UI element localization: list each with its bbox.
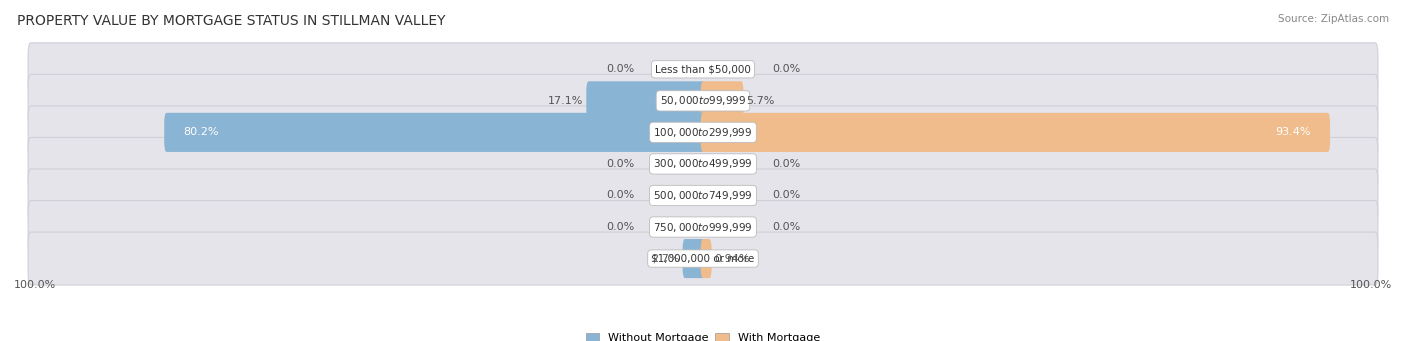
FancyBboxPatch shape — [682, 239, 706, 278]
Text: 0.94%: 0.94% — [714, 254, 751, 264]
Text: $1,000,000 or more: $1,000,000 or more — [651, 254, 755, 264]
Legend: Without Mortgage, With Mortgage: Without Mortgage, With Mortgage — [586, 333, 820, 341]
Text: $300,000 to $499,999: $300,000 to $499,999 — [654, 158, 752, 170]
FancyBboxPatch shape — [28, 43, 1378, 96]
FancyBboxPatch shape — [700, 113, 1330, 152]
Text: 93.4%: 93.4% — [1275, 128, 1310, 137]
Text: 0.0%: 0.0% — [772, 222, 800, 232]
Text: 0.0%: 0.0% — [772, 159, 800, 169]
Text: $100,000 to $299,999: $100,000 to $299,999 — [654, 126, 752, 139]
FancyBboxPatch shape — [700, 81, 744, 120]
Text: 17.1%: 17.1% — [548, 96, 583, 106]
Text: Less than $50,000: Less than $50,000 — [655, 64, 751, 74]
FancyBboxPatch shape — [28, 137, 1378, 190]
FancyBboxPatch shape — [586, 81, 706, 120]
Text: 0.0%: 0.0% — [606, 159, 634, 169]
FancyBboxPatch shape — [165, 113, 706, 152]
Text: Source: ZipAtlas.com: Source: ZipAtlas.com — [1278, 14, 1389, 24]
FancyBboxPatch shape — [28, 106, 1378, 159]
Text: 0.0%: 0.0% — [772, 64, 800, 74]
Text: 100.0%: 100.0% — [1350, 280, 1392, 291]
FancyBboxPatch shape — [700, 239, 711, 278]
FancyBboxPatch shape — [28, 169, 1378, 222]
Text: $50,000 to $99,999: $50,000 to $99,999 — [659, 94, 747, 107]
FancyBboxPatch shape — [28, 201, 1378, 253]
Text: 0.0%: 0.0% — [606, 64, 634, 74]
Text: PROPERTY VALUE BY MORTGAGE STATUS IN STILLMAN VALLEY: PROPERTY VALUE BY MORTGAGE STATUS IN STI… — [17, 14, 446, 28]
Text: $750,000 to $999,999: $750,000 to $999,999 — [654, 221, 752, 234]
Text: 5.7%: 5.7% — [747, 96, 775, 106]
FancyBboxPatch shape — [28, 232, 1378, 285]
Text: 2.7%: 2.7% — [651, 254, 679, 264]
Text: $500,000 to $749,999: $500,000 to $749,999 — [654, 189, 752, 202]
Text: 0.0%: 0.0% — [606, 222, 634, 232]
Text: 0.0%: 0.0% — [606, 191, 634, 201]
Text: 0.0%: 0.0% — [772, 191, 800, 201]
FancyBboxPatch shape — [28, 74, 1378, 127]
Text: 100.0%: 100.0% — [14, 280, 56, 291]
Text: 80.2%: 80.2% — [183, 128, 219, 137]
